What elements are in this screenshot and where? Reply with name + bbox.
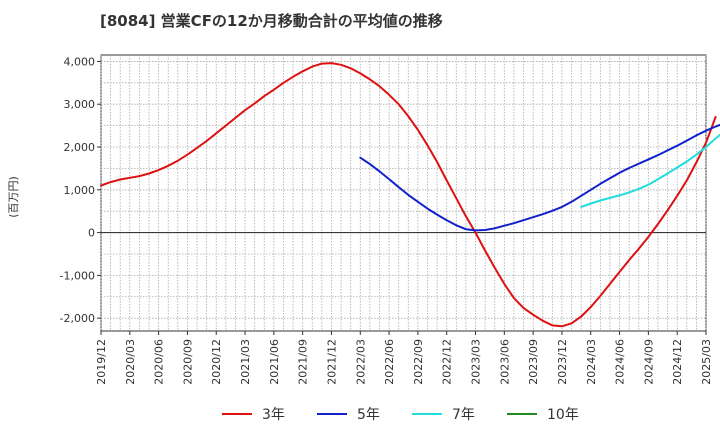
- y-tick-label: 1,000: [64, 184, 96, 197]
- x-tick-label: 2022/06: [383, 339, 396, 385]
- x-tick-label: 2020/12: [210, 339, 223, 385]
- legend-label: 10年: [547, 407, 579, 423]
- x-tick-label: 2019/12: [95, 339, 108, 385]
- x-tick-label: 2023/03: [470, 339, 483, 385]
- x-tick-label: 2021/09: [297, 339, 310, 385]
- x-axis: 2019/12 2020/03 2020/06 2020/09 2020/12 2021/…: [95, 331, 713, 385]
- x-tick-label: 2023/06: [498, 339, 511, 385]
- y-axis-label: (百万円): [7, 176, 20, 218]
- y-tick-label: 0: [88, 227, 95, 240]
- legend: 3年 5年 7年 10年: [222, 407, 579, 423]
- series-line-3年: [100, 62, 717, 328]
- y-tick-label: 3,000: [64, 98, 96, 111]
- x-tick-label: 2021/03: [239, 339, 252, 385]
- legend-label: 3年: [262, 407, 285, 423]
- y-axis: 4,000 3,000 2,000 1,000 0 -1,000 -2,000: [60, 55, 101, 325]
- x-tick-label: 2025/03: [700, 339, 713, 385]
- x-tick-label: 2020/03: [124, 339, 137, 385]
- series-lines: [100, 62, 720, 328]
- x-tick-label: 2024/09: [642, 339, 655, 385]
- y-tick-label: -1,000: [60, 269, 95, 282]
- x-tick-label: 2021/12: [325, 339, 338, 385]
- y-tick-label: -2,000: [60, 312, 95, 325]
- chart-title: [8084] 営業CFの12か月移動合計の平均値の推移: [100, 12, 443, 30]
- x-tick-label: 2024/03: [585, 339, 598, 385]
- x-tick-label: 2023/09: [527, 339, 540, 385]
- legend-label: 7年: [452, 407, 475, 423]
- y-tick-label: 2,000: [64, 141, 96, 154]
- x-tick-label: 2020/06: [153, 339, 166, 385]
- plot-area: [100, 54, 707, 332]
- series-line-5年: [359, 123, 720, 232]
- x-tick-label: 2020/09: [181, 339, 194, 385]
- x-tick-label: 2022/12: [441, 339, 454, 385]
- y-tick-label: 4,000: [64, 55, 96, 68]
- x-tick-label: 2024/12: [671, 339, 684, 385]
- x-tick-label: 2022/03: [354, 339, 367, 385]
- x-tick-label: 2022/09: [412, 339, 425, 385]
- series-line-7年: [580, 133, 720, 208]
- x-tick-label: 2024/06: [614, 339, 627, 385]
- legend-label: 5年: [357, 407, 380, 423]
- x-tick-label: 2023/12: [556, 339, 569, 385]
- x-tick-label: 2021/06: [268, 339, 281, 385]
